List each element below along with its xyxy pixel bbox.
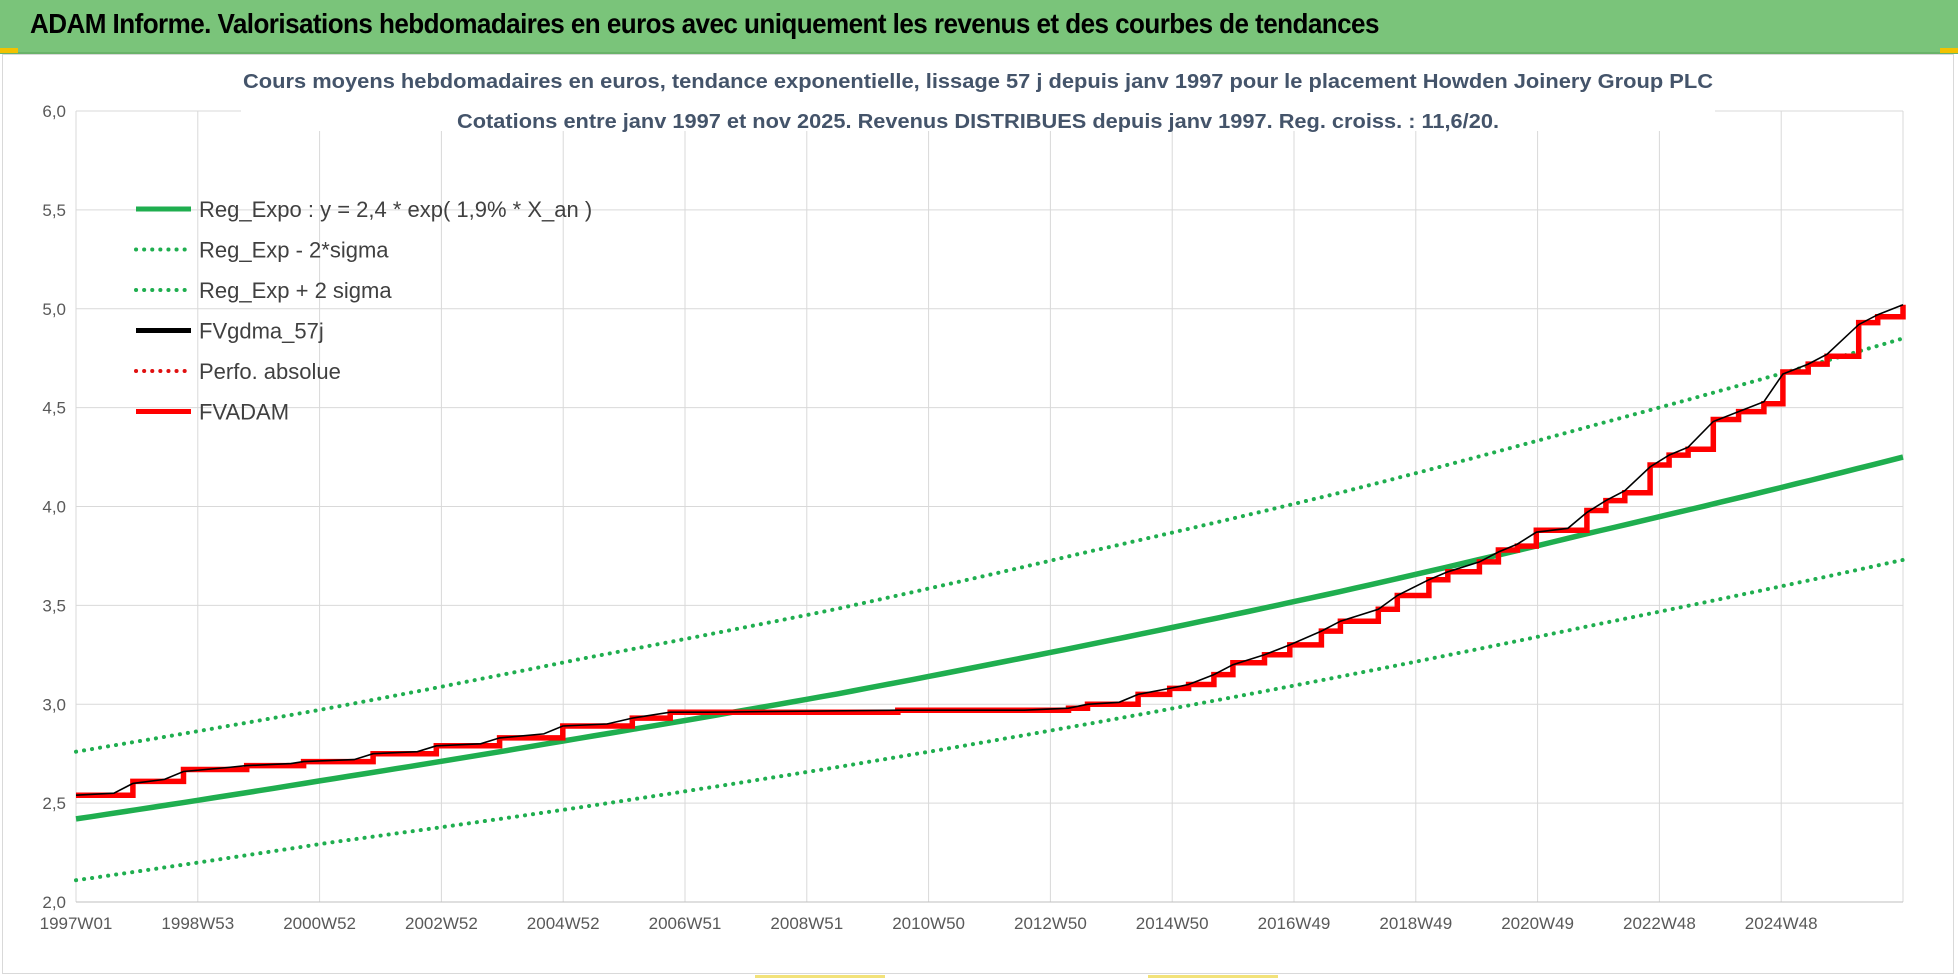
x-tick-label: 2022W48 [1623,914,1696,933]
x-tick-label: 1998W53 [161,914,234,933]
x-tick-label: 2008W51 [770,914,843,933]
series-fvadam [76,304,1906,798]
x-tick-label: 2010W50 [892,914,965,933]
x-tick-label: 2006W51 [649,914,722,933]
chart-title-line2: Cotations entre janv 1997 et nov 2025. R… [457,110,1499,133]
x-tick-label: 2004W52 [527,914,600,933]
y-tick-label: 4,5 [42,399,66,418]
report-title: ADAM Informe. Valorisations hebdomadaire… [30,8,1379,39]
y-tick-label: 3,5 [42,596,66,615]
legend-label: FVADAM [199,400,289,425]
report-banner: ADAM Informe. Valorisations hebdomadaire… [0,0,1958,54]
legend-label: Reg_Exp - 2*sigma [199,238,389,263]
y-tick-label: 6,0 [42,102,66,121]
x-tick-label: 2000W52 [283,914,356,933]
x-tick-label: 2018W49 [1379,914,1452,933]
title-background [241,61,1715,131]
y-tick-label: 2,5 [42,794,66,813]
legend-label: Reg_Exp + 2 sigma [199,278,392,303]
y-tick-label: 5,0 [42,300,66,319]
y-tick-label: 2,0 [42,893,66,912]
x-tick-label: 2002W52 [405,914,478,933]
legend-label: Perfo. absolue [199,359,341,384]
y-tick-label: 4,0 [42,498,66,517]
chart-frame: 2,0 2,5 3,0 3,5 4,0 4,5 5,0 5,5 6,0 1997W01 1998W5… [2,54,1954,974]
line-chart: 2,0 2,5 3,0 3,5 4,0 4,5 5,0 5,5 6,0 1997W01 1998W5… [40,61,1906,933]
legend-label: Reg_Expo : y = 2,4 * exp( 1,9% * X_an ) [199,197,592,222]
y-tick-label: 3,0 [42,695,66,714]
bottom-strip-right [1148,975,1278,978]
banner-corner-right [1940,48,1958,53]
y-tick-label: 5,5 [42,201,66,220]
series-reg-expo [75,454,1904,822]
chart-title-line1: Cours moyens hebdomadaires en euros, ten… [243,70,1713,93]
x-tick-label: 2014W50 [1136,914,1209,933]
x-tick-label: 2016W49 [1258,914,1331,933]
series-reg-exp-minus-2sigma [74,557,1905,883]
bottom-strip-left [755,975,885,978]
x-tick-label: 1997W01 [40,914,113,933]
series-fvgdma-57j [75,304,1904,796]
x-tick-label: 2024W48 [1745,914,1818,933]
banner-corner-left [0,48,18,53]
x-tick-label: 2012W50 [1014,914,1087,933]
series-reg-exp-plus-2sigma [74,336,1905,754]
x-tick-label: 2020W49 [1501,914,1574,933]
legend-label: FVgdma_57j [199,319,324,344]
